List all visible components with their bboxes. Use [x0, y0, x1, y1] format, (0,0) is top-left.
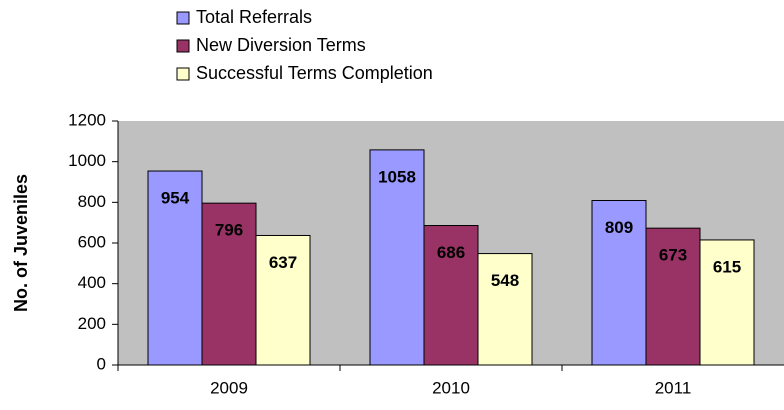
- x-tick-label: 2011: [655, 378, 692, 397]
- data-label: 548: [491, 271, 519, 290]
- y-axis-label: No. of Juveniles: [11, 174, 31, 312]
- legend-label: Successful Terms Completion: [196, 63, 433, 83]
- data-label: 686: [437, 243, 465, 262]
- y-tick-label: 400: [78, 273, 106, 292]
- x-tick-label: 2010: [432, 378, 470, 397]
- data-label: 1058: [378, 167, 416, 186]
- y-tick-label: 1200: [68, 110, 106, 129]
- data-label: 796: [215, 221, 243, 240]
- legend-label: Total Referrals: [196, 7, 312, 27]
- data-label: 809: [605, 218, 633, 237]
- legend-swatch: [176, 39, 190, 53]
- y-tick-label: 200: [78, 314, 106, 333]
- y-tick-label: 800: [78, 192, 106, 211]
- y-tick-label: 0: [97, 354, 106, 373]
- y-tick-label: 600: [78, 232, 106, 251]
- x-tick-label: 2009: [210, 378, 248, 397]
- bar: [201, 202, 257, 366]
- bar: [255, 234, 311, 366]
- legend-swatch: [176, 11, 190, 25]
- data-label: 615: [713, 257, 741, 276]
- data-label: 954: [161, 189, 190, 208]
- bar: [369, 149, 425, 366]
- legend-swatch: [176, 67, 190, 81]
- y-tick-label: 1000: [68, 151, 106, 170]
- data-label: 673: [659, 246, 687, 265]
- bar: [699, 239, 755, 366]
- data-label: 637: [269, 253, 297, 272]
- legend-label: New Diversion Terms: [196, 35, 366, 55]
- bar: [591, 200, 647, 366]
- bar: [147, 170, 203, 366]
